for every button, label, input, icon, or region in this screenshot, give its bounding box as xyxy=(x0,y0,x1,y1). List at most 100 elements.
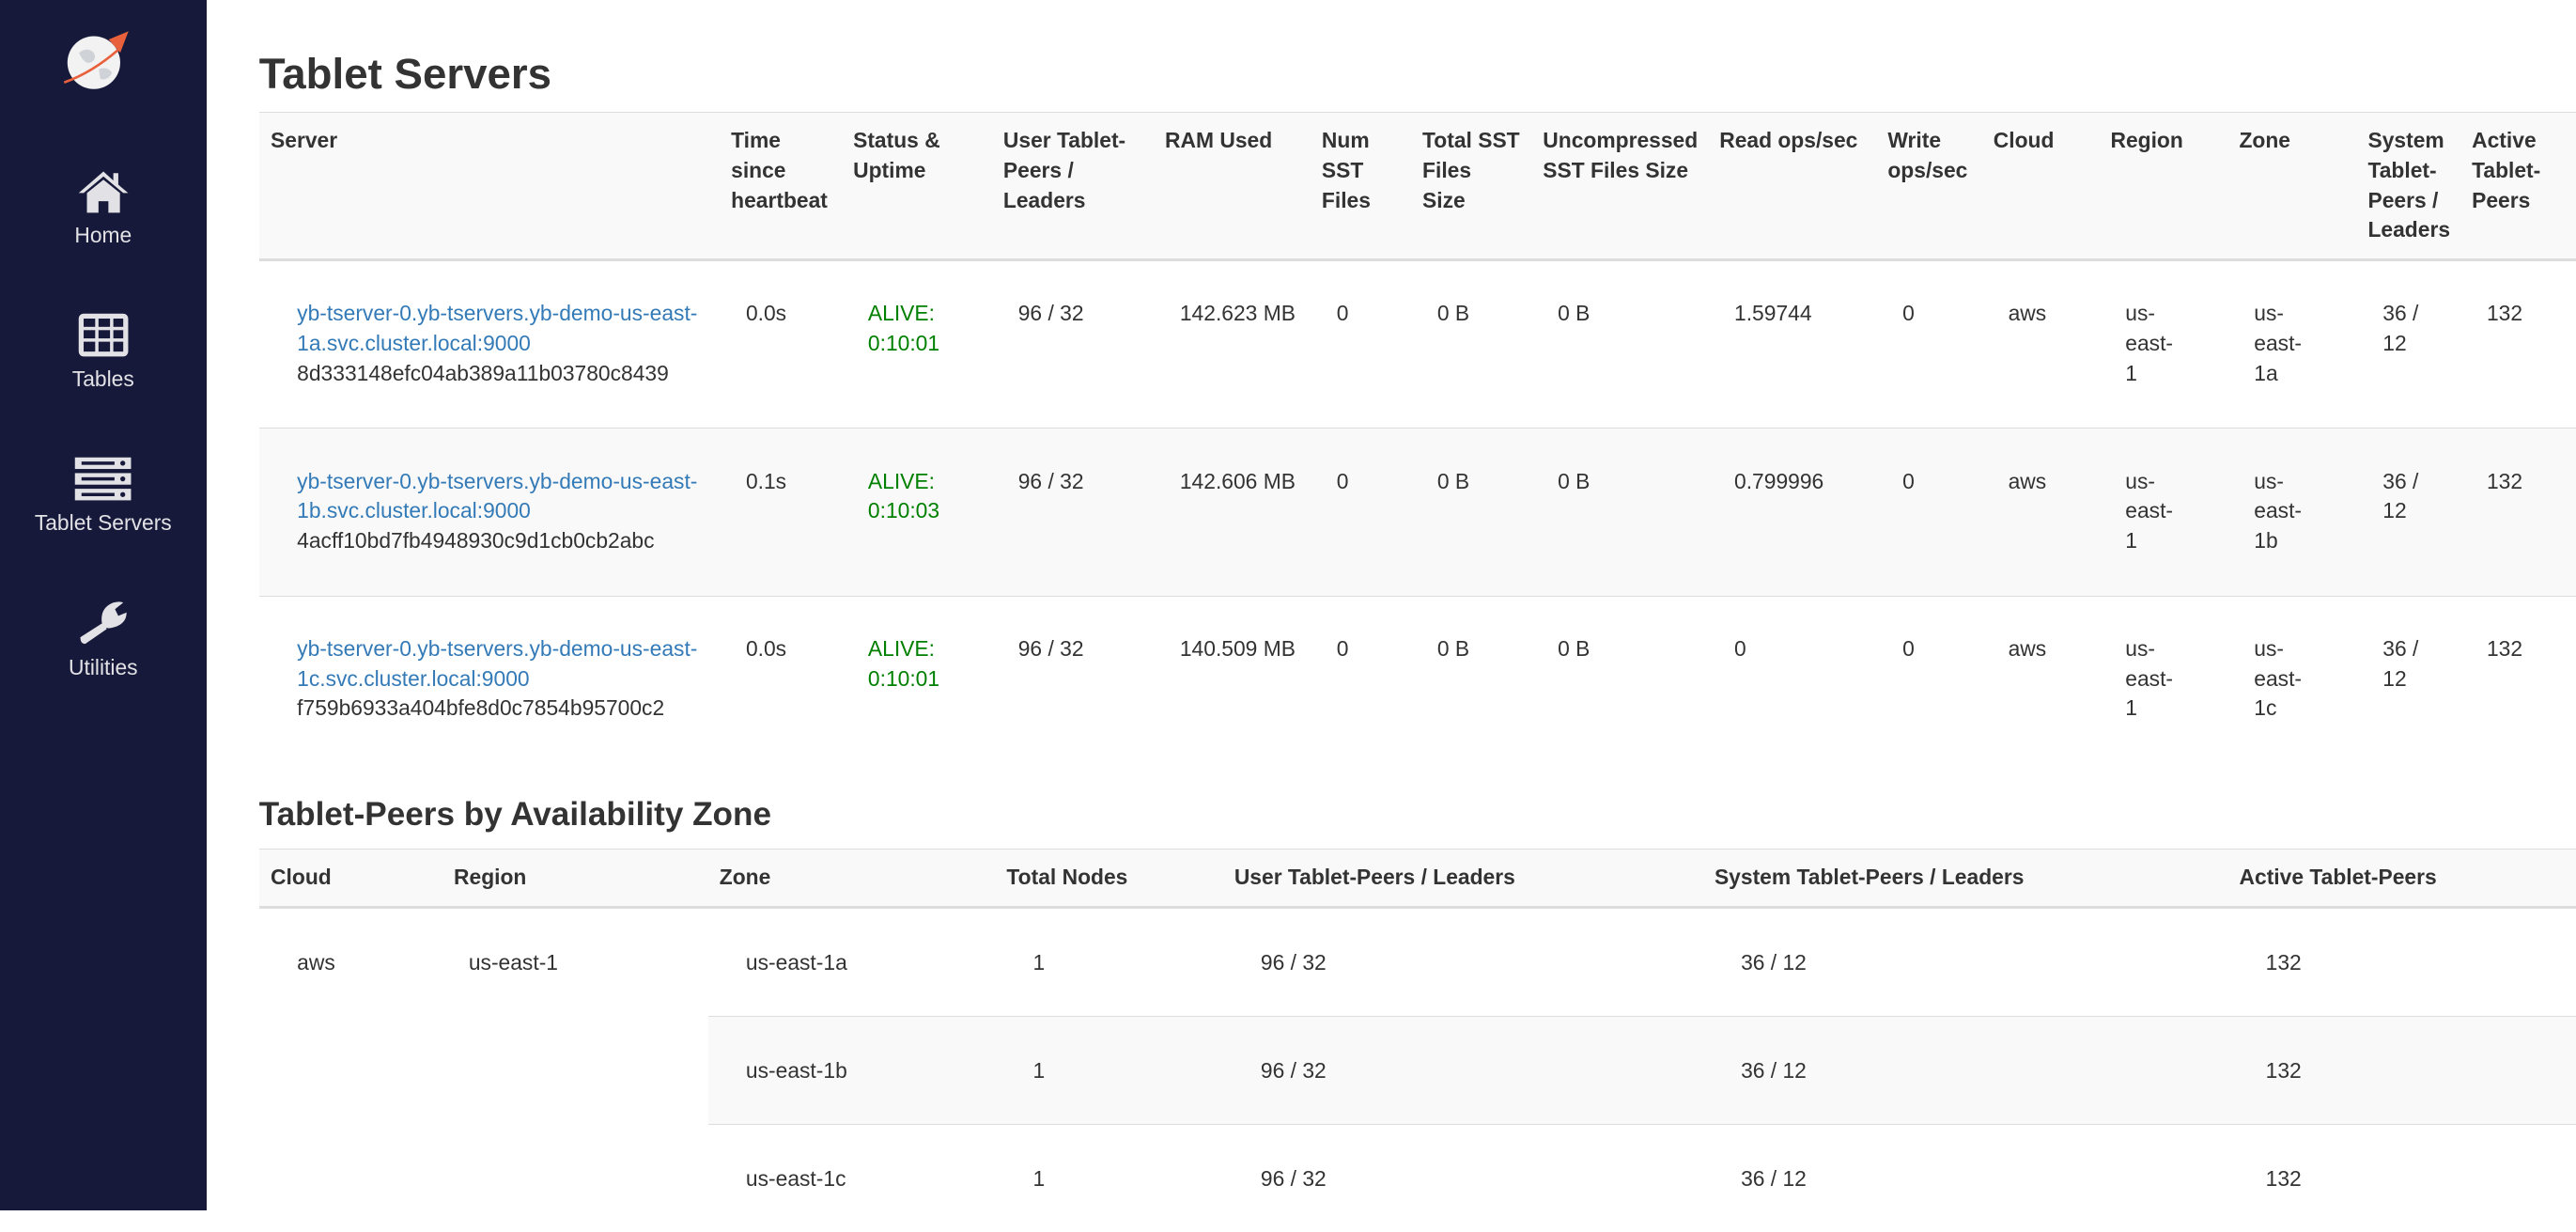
column-header[interactable]: Total Nodes xyxy=(995,848,1223,909)
server-cell: yb-tserver-0.yb-tservers.yb-demo-us-east… xyxy=(258,258,720,429)
user-peers-cell: 96 / 32 xyxy=(1222,1015,1703,1125)
column-header[interactable]: Time since heartbeat xyxy=(719,112,842,261)
column-header[interactable]: Zone xyxy=(2227,112,2357,261)
column-header[interactable]: Active Tablet-Peers xyxy=(2460,112,2576,261)
table-row: yb-tserver-0.yb-tservers.yb-demo-us-east… xyxy=(258,428,2576,597)
status-cell: ALIVE: 0:10:01 xyxy=(841,258,992,429)
section-title-zones: Tablet-Peers by Availability Zone xyxy=(258,795,772,833)
uncompressed-sst-cell: 0 B xyxy=(1530,595,1708,764)
ram-cell: 142.606 MB xyxy=(1153,428,1311,597)
active-peers-cell: 132 xyxy=(2460,595,2576,764)
user-peers-cell: 96 / 32 xyxy=(991,428,1154,597)
sidebar-item-utilities[interactable]: Utilities xyxy=(0,598,207,680)
total-sst-cell: 0 B xyxy=(1410,258,1531,429)
zone-cell: us-east-1b xyxy=(707,1015,996,1125)
read-ops-cell: 1.59744 xyxy=(1707,258,1877,429)
column-header[interactable]: Num SST Files xyxy=(1310,112,1411,261)
region-cell: us-east-1 xyxy=(2099,428,2228,597)
table-row: aws us-east-1 us-east-1a 1 96 / 32 36 / 12 132 xyxy=(259,906,2576,1017)
uncompressed-sst-cell: 0 B xyxy=(1530,428,1708,597)
system-peers-cell: 36 / 12 xyxy=(1702,906,2228,1017)
write-ops-cell: 0 xyxy=(1876,428,1982,597)
table-row: us-east-1b 1 96 / 32 36 / 12 132 xyxy=(259,1015,2576,1125)
sidebar-item-label: Tablet Servers xyxy=(34,509,172,535)
heartbeat-cell: 0.0s xyxy=(719,258,842,429)
column-header[interactable]: Total SST Files Size xyxy=(1410,112,1531,261)
server-uuid: 4acff10bd7fb4948930c9d1cb0cb2abc xyxy=(297,527,655,553)
zone-cell: us-east-1c xyxy=(2227,595,2357,764)
zone-cell: us-east-1a xyxy=(707,906,996,1017)
active-peers-cell: 132 xyxy=(2460,428,2576,597)
active-peers-cell: 132 xyxy=(2460,258,2576,429)
zone-cell: us-east-1a xyxy=(2227,258,2357,429)
total-sst-cell: 0 B xyxy=(1410,428,1531,597)
column-header[interactable]: Write ops/sec xyxy=(1876,112,1982,261)
cloud-cell: aws xyxy=(297,949,335,975)
tablet-servers-table: Server Time since heartbeat Status & Uptim… xyxy=(258,112,2576,764)
column-header[interactable]: System Tablet-Peers / Leaders xyxy=(2356,112,2460,261)
region-cell: us-east-1 xyxy=(2099,258,2228,429)
home-icon xyxy=(78,171,129,213)
server-cell: yb-tserver-0.yb-tservers.yb-demo-us-east… xyxy=(258,595,720,764)
column-header[interactable]: Server xyxy=(258,112,720,261)
column-header[interactable]: User Tablet-Peers / Leaders xyxy=(1222,848,1703,909)
zone-cell: us-east-1c xyxy=(707,1123,996,1232)
column-header[interactable]: Zone xyxy=(707,848,996,909)
heartbeat-cell: 0.1s xyxy=(719,428,842,597)
column-header[interactable]: Active Tablet-Peers xyxy=(2227,848,2576,909)
server-uuid: 8d333148efc04ab389a11b03780c8439 xyxy=(297,360,669,385)
logo[interactable] xyxy=(59,26,132,92)
column-header[interactable]: Status & Uptime xyxy=(841,112,992,261)
num-sst-cell: 0 xyxy=(1310,258,1411,429)
active-peers-cell: 132 xyxy=(2227,1123,2576,1232)
status-cell: ALIVE: 0:10:01 xyxy=(841,595,992,764)
region-cell: us-east-1 xyxy=(2099,595,2228,764)
uncompressed-sst-cell: 0 B xyxy=(1530,258,1708,429)
column-header[interactable]: User Tablet-Peers / Leaders xyxy=(991,112,1154,261)
page-title: Tablet Servers xyxy=(258,49,552,98)
server-cell: yb-tserver-0.yb-tservers.yb-demo-us-east… xyxy=(258,428,720,597)
column-header[interactable]: System Tablet-Peers / Leaders xyxy=(1702,848,2228,909)
sidebar-item-home[interactable]: Home xyxy=(0,168,207,248)
user-peers-cell: 96 / 32 xyxy=(991,258,1154,429)
sidebar-item-label: Utilities xyxy=(68,655,138,680)
sidebar: Home Tables Tablet Servers Utilities xyxy=(0,0,207,1210)
column-header[interactable]: Cloud xyxy=(1981,112,2100,261)
server-uuid: f759b6933a404bfe8d0c7854b95700c2 xyxy=(297,695,665,721)
server-link[interactable]: yb-tserver-0.yb-tservers.yb-demo-us-east… xyxy=(297,636,698,691)
total-nodes-cell: 1 xyxy=(995,1015,1223,1125)
user-peers-cell: 96 / 32 xyxy=(1222,1123,1703,1232)
column-header[interactable]: RAM Used xyxy=(1153,112,1311,261)
system-peers-cell: 36 / 12 xyxy=(2356,595,2460,764)
column-header[interactable]: Cloud xyxy=(258,848,442,909)
heartbeat-cell: 0.0s xyxy=(719,595,842,764)
write-ops-cell: 0 xyxy=(1876,595,1982,764)
sidebar-item-label: Home xyxy=(74,223,132,248)
system-peers-cell: 36 / 12 xyxy=(2356,258,2460,429)
zone-cell: us-east-1b xyxy=(2227,428,2357,597)
sidebar-item-tables[interactable]: Tables xyxy=(0,312,207,392)
column-header[interactable]: Uncompressed SST Files Size xyxy=(1530,112,1708,261)
zones-table: Cloud Region Zone Total Nodes User Tablet-Pe… xyxy=(258,848,2576,1232)
table-row: yb-tserver-0.yb-tservers.yb-demo-us-east… xyxy=(258,258,2576,429)
table-icon xyxy=(78,313,129,357)
cloud-cell: aws xyxy=(1981,595,2100,764)
table-row: yb-tserver-0.yb-tservers.yb-demo-us-east… xyxy=(258,595,2576,764)
read-ops-cell: 0 xyxy=(1707,595,1877,764)
system-peers-cell: 36 / 12 xyxy=(2356,428,2460,597)
sidebar-item-tablet-servers[interactable]: Tablet Servers xyxy=(0,456,207,536)
status-cell: ALIVE: 0:10:03 xyxy=(841,428,992,597)
column-header[interactable]: Read ops/sec xyxy=(1707,112,1877,261)
server-icon xyxy=(74,457,132,501)
server-link[interactable]: yb-tserver-0.yb-tservers.yb-demo-us-east… xyxy=(297,301,698,355)
user-peers-cell: 96 / 32 xyxy=(1222,906,1703,1017)
cloud-cell: aws xyxy=(1981,428,2100,597)
server-link[interactable]: yb-tserver-0.yb-tservers.yb-demo-us-east… xyxy=(297,468,698,523)
total-sst-cell: 0 B xyxy=(1410,595,1531,764)
column-header[interactable]: Region xyxy=(2099,112,2228,261)
total-nodes-cell: 1 xyxy=(995,906,1223,1017)
system-peers-cell: 36 / 12 xyxy=(1702,1123,2228,1232)
total-nodes-cell: 1 xyxy=(995,1123,1223,1232)
read-ops-cell: 0.799996 xyxy=(1707,428,1877,597)
column-header[interactable]: Region xyxy=(442,848,708,909)
